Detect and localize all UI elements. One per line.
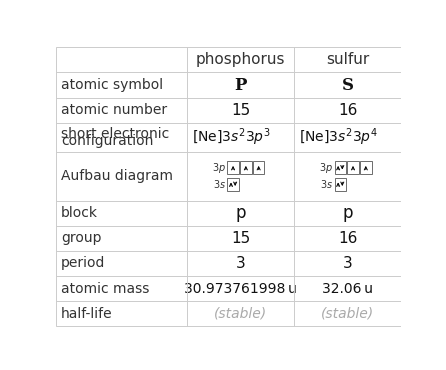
Bar xyxy=(240,161,252,174)
Text: 15: 15 xyxy=(231,103,250,118)
Text: $3s$: $3s$ xyxy=(213,178,226,190)
Text: $3s$: $3s$ xyxy=(320,178,333,190)
Bar xyxy=(253,161,264,174)
Bar xyxy=(360,161,372,174)
Text: period: period xyxy=(61,256,105,270)
Text: S: S xyxy=(342,77,354,94)
Bar xyxy=(227,178,239,191)
Text: p: p xyxy=(343,204,353,222)
Text: half-life: half-life xyxy=(61,307,112,321)
Text: atomic symbol: atomic symbol xyxy=(61,78,163,92)
Text: short electronic: short electronic xyxy=(61,127,169,141)
Bar xyxy=(347,161,359,174)
Text: Aufbau diagram: Aufbau diagram xyxy=(61,169,173,183)
Text: atomic number: atomic number xyxy=(61,103,167,117)
Bar xyxy=(227,161,239,174)
Text: [Ne]3$s^2$3$p^4$: [Ne]3$s^2$3$p^4$ xyxy=(299,127,378,148)
Text: 30.973761998 u: 30.973761998 u xyxy=(184,282,297,296)
Text: sulfur: sulfur xyxy=(326,52,369,67)
Text: P: P xyxy=(235,77,247,94)
Bar xyxy=(334,178,346,191)
Text: [Ne]3$s^2$3$p^3$: [Ne]3$s^2$3$p^3$ xyxy=(192,127,271,148)
Text: p: p xyxy=(235,204,246,222)
Text: 16: 16 xyxy=(338,231,358,246)
Text: block: block xyxy=(61,206,98,220)
Text: configuration: configuration xyxy=(61,134,153,148)
Text: (stable): (stable) xyxy=(214,307,267,321)
Text: 15: 15 xyxy=(231,231,250,246)
Text: phosphorus: phosphorus xyxy=(196,52,285,67)
Text: group: group xyxy=(61,231,101,245)
Text: 32.06 u: 32.06 u xyxy=(322,282,373,296)
Text: 16: 16 xyxy=(338,103,358,118)
Bar xyxy=(334,161,346,174)
Text: (stable): (stable) xyxy=(321,307,374,321)
Text: 3: 3 xyxy=(343,256,353,271)
Text: $3p$: $3p$ xyxy=(212,161,226,175)
Text: $3p$: $3p$ xyxy=(319,161,333,175)
Text: atomic mass: atomic mass xyxy=(61,282,149,296)
Text: 3: 3 xyxy=(236,256,246,271)
